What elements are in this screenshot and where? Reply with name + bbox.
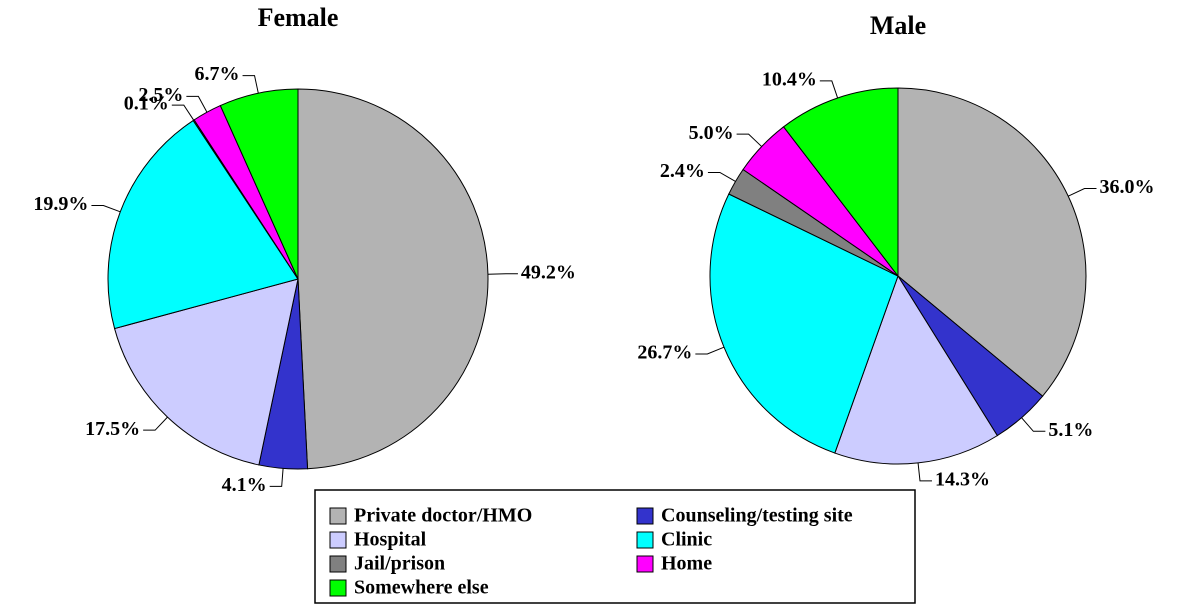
leader-line bbox=[1021, 417, 1046, 432]
data-label: 4.1% bbox=[222, 474, 267, 496]
legend-swatch bbox=[329, 555, 347, 573]
legend-label: Hospital bbox=[354, 529, 427, 551]
leader-line bbox=[1067, 188, 1097, 197]
data-label: 14.3% bbox=[935, 468, 990, 490]
leader-line bbox=[695, 346, 725, 355]
data-label: 17.5% bbox=[85, 418, 140, 440]
legend-swatch bbox=[329, 579, 347, 597]
data-label: 26.7% bbox=[637, 342, 692, 364]
data-label: 10.4% bbox=[762, 69, 817, 91]
leader-line bbox=[143, 416, 168, 431]
pie-slice bbox=[113, 278, 299, 466]
chart-title: Female bbox=[258, 3, 339, 32]
pie-slice bbox=[782, 87, 899, 278]
data-label: 0.1% bbox=[124, 93, 169, 115]
data-label: 49.2% bbox=[521, 261, 576, 283]
legend-swatch bbox=[636, 531, 654, 549]
leader-line bbox=[186, 95, 208, 113]
legend-swatch bbox=[329, 531, 347, 549]
legend-label: Jail/prison bbox=[354, 553, 445, 575]
leader-line bbox=[707, 171, 736, 182]
pie-slice bbox=[709, 193, 899, 454]
legend-label: Somewhere else bbox=[354, 577, 489, 599]
leader-line bbox=[819, 80, 839, 99]
pie-slice bbox=[297, 88, 489, 470]
legend-swatch bbox=[329, 507, 347, 525]
data-label: 36.0% bbox=[1099, 176, 1154, 198]
chart-title: Male bbox=[870, 11, 926, 40]
legend-swatch bbox=[636, 555, 654, 573]
data-label: 2.4% bbox=[660, 160, 705, 182]
legend-label: Counseling/testing site bbox=[661, 505, 853, 527]
leader-line bbox=[242, 75, 259, 94]
data-label: 6.7% bbox=[195, 63, 240, 85]
legend-label: Clinic bbox=[661, 529, 712, 551]
pie-slice bbox=[897, 87, 1087, 397]
pie-slice bbox=[834, 274, 999, 465]
leader-line bbox=[269, 468, 284, 487]
leader-line bbox=[171, 104, 195, 121]
pie-slice bbox=[107, 119, 299, 330]
data-label: 19.9% bbox=[33, 193, 88, 215]
leader-line bbox=[91, 204, 121, 213]
data-label: 5.0% bbox=[689, 122, 734, 144]
data-label: 5.1% bbox=[1048, 419, 1093, 441]
legend-label: Home bbox=[661, 553, 712, 575]
data-label: 2.5% bbox=[138, 84, 183, 106]
legend-swatch bbox=[636, 507, 654, 525]
legend-label: Private doctor/HMO bbox=[354, 505, 532, 527]
legend-box bbox=[314, 489, 916, 604]
leader-line bbox=[917, 462, 932, 482]
leader-line bbox=[736, 133, 763, 147]
pie-slice bbox=[219, 88, 299, 280]
